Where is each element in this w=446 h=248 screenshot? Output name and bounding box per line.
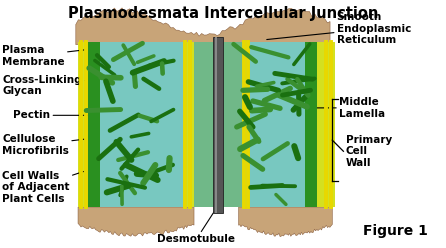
Bar xyxy=(215,37,218,213)
Bar xyxy=(88,42,187,207)
Text: Pectin: Pectin xyxy=(13,110,97,120)
Bar xyxy=(213,37,223,213)
Bar xyxy=(239,42,317,207)
Text: Desmotubule: Desmotubule xyxy=(157,210,235,244)
Text: Plasmodesmata Intercellular Junction: Plasmodesmata Intercellular Junction xyxy=(68,6,378,21)
Bar xyxy=(194,42,242,207)
Polygon shape xyxy=(78,207,194,236)
Text: Smooth
Endoplasmic
Reticulum: Smooth Endoplasmic Reticulum xyxy=(267,12,411,45)
Text: Cellulose
Microfibrils: Cellulose Microfibrils xyxy=(2,134,86,156)
Text: Cross-Linking
Glycan: Cross-Linking Glycan xyxy=(2,75,85,96)
Bar xyxy=(78,42,196,207)
Text: Middle
Lamella: Middle Lamella xyxy=(296,97,385,119)
Text: Cell Walls
of Adjacent
Plant Cells: Cell Walls of Adjacent Plant Cells xyxy=(2,171,83,204)
Text: Primary
Cell
Wall: Primary Cell Wall xyxy=(346,135,392,168)
Text: Figure 1: Figure 1 xyxy=(363,224,428,238)
Polygon shape xyxy=(239,207,332,237)
Polygon shape xyxy=(76,8,330,45)
Bar xyxy=(239,42,334,207)
Text: Plasma
Membrane: Plasma Membrane xyxy=(2,45,86,67)
Bar xyxy=(100,42,187,207)
Bar xyxy=(239,42,305,207)
